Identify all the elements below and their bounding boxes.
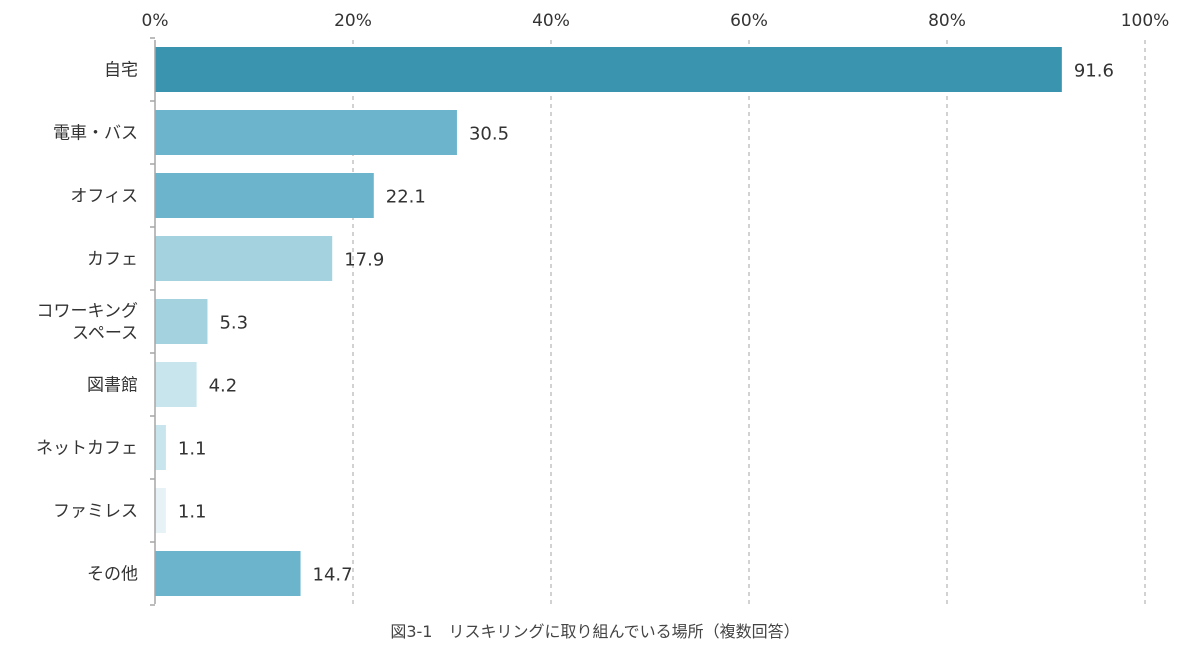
data-label: 14.7 <box>313 565 353 586</box>
data-label: 5.3 <box>219 313 248 334</box>
data-label: 91.6 <box>1074 61 1114 82</box>
category-label: ファミレス <box>53 502 138 522</box>
category-label: 電車・バス <box>53 124 138 144</box>
data-label: 1.1 <box>178 502 207 523</box>
category-label: オフィス <box>70 187 138 207</box>
axes <box>150 37 156 606</box>
data-label: 30.5 <box>469 124 509 145</box>
labels: 0% 20% 40% 60% 80% 100% 91.6 自宅 30.5 電車・バス 22.1 オフィ… <box>36 11 1169 586</box>
x-tick-label: 40% <box>532 11 570 31</box>
bar <box>155 425 166 470</box>
bar <box>155 551 301 596</box>
data-label: 1.1 <box>178 439 207 460</box>
bar <box>155 299 208 344</box>
x-tick-label: 0% <box>142 11 169 31</box>
data-label: 22.1 <box>386 187 426 208</box>
category-label: 自宅 <box>104 61 138 81</box>
category-label: 図書館 <box>87 376 138 396</box>
category-label: その他 <box>87 565 138 585</box>
bar <box>155 110 457 155</box>
bar <box>155 488 166 533</box>
bar <box>155 47 1062 92</box>
category-label: コワーキング <box>37 302 139 322</box>
bars <box>155 47 1062 596</box>
x-tick-label: 20% <box>334 11 372 31</box>
x-tick-label: 100% <box>1121 11 1170 31</box>
data-label: 4.2 <box>209 376 238 397</box>
x-tick-label: 60% <box>730 11 768 31</box>
category-label: ネットカフェ <box>36 439 138 459</box>
chart-caption: 図3-1 リスキリングに取り組んでいる場所（複数回答） <box>390 622 799 641</box>
bar <box>155 362 197 407</box>
data-label: 17.9 <box>344 250 384 271</box>
x-tick-label: 80% <box>928 11 966 31</box>
bar <box>155 236 333 281</box>
category-label: カフェ <box>87 250 138 270</box>
bar <box>155 173 374 218</box>
gridlines <box>352 40 1146 604</box>
category-label: スペース <box>72 324 138 344</box>
